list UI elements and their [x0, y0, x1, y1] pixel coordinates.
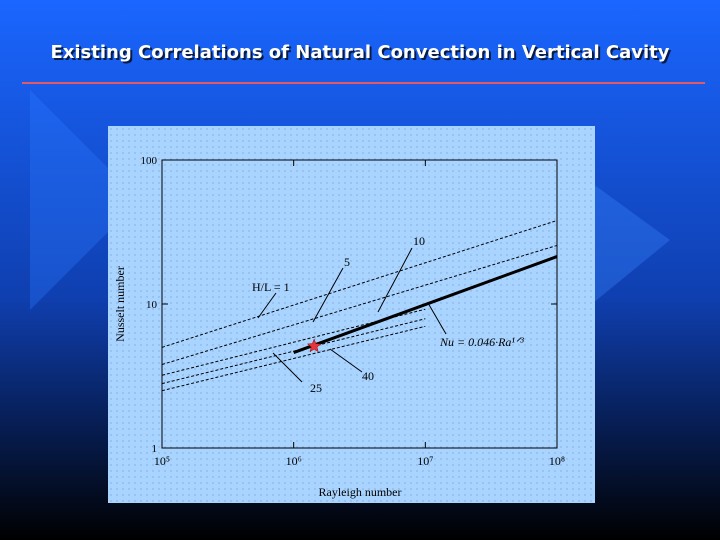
title: Existing Correlations of Natural Convect…	[50, 42, 669, 63]
annotation: Nu = 0.046·Ra¹ᐟ³	[439, 335, 524, 349]
annotation: H/L = 1	[252, 280, 290, 294]
decor	[30, 90, 140, 310]
annotation: 10	[413, 234, 425, 248]
annotation: 5	[344, 255, 350, 269]
chart-panel	[108, 126, 595, 503]
series-line	[293, 255, 558, 354]
y-tick-label: 10	[146, 299, 158, 311]
annotation: 25	[310, 381, 322, 395]
series-line	[161, 220, 558, 348]
x-axis-title: Rayleigh number	[319, 485, 402, 499]
y-tick-label: 100	[141, 155, 158, 167]
arrows	[257, 247, 447, 383]
series-line	[161, 244, 558, 365]
title-shadow: Existing Correlations of Natural Convect…	[52, 44, 671, 65]
series-line	[161, 325, 426, 392]
x-tick-label: 10⁵	[154, 454, 170, 468]
y-axis-title: Nusselt number	[113, 266, 127, 342]
x-tick-label: 10⁷	[417, 454, 433, 468]
plot: 10⁵ 10⁶ 10⁷ 10⁸ 1 10 100	[141, 155, 566, 468]
x-tick-label: 10⁶	[286, 454, 302, 468]
annotation: 40	[362, 369, 374, 383]
star-point	[306, 338, 322, 353]
x-tick-label: 10⁸	[549, 454, 565, 468]
y-tick-label: 1	[152, 443, 158, 455]
